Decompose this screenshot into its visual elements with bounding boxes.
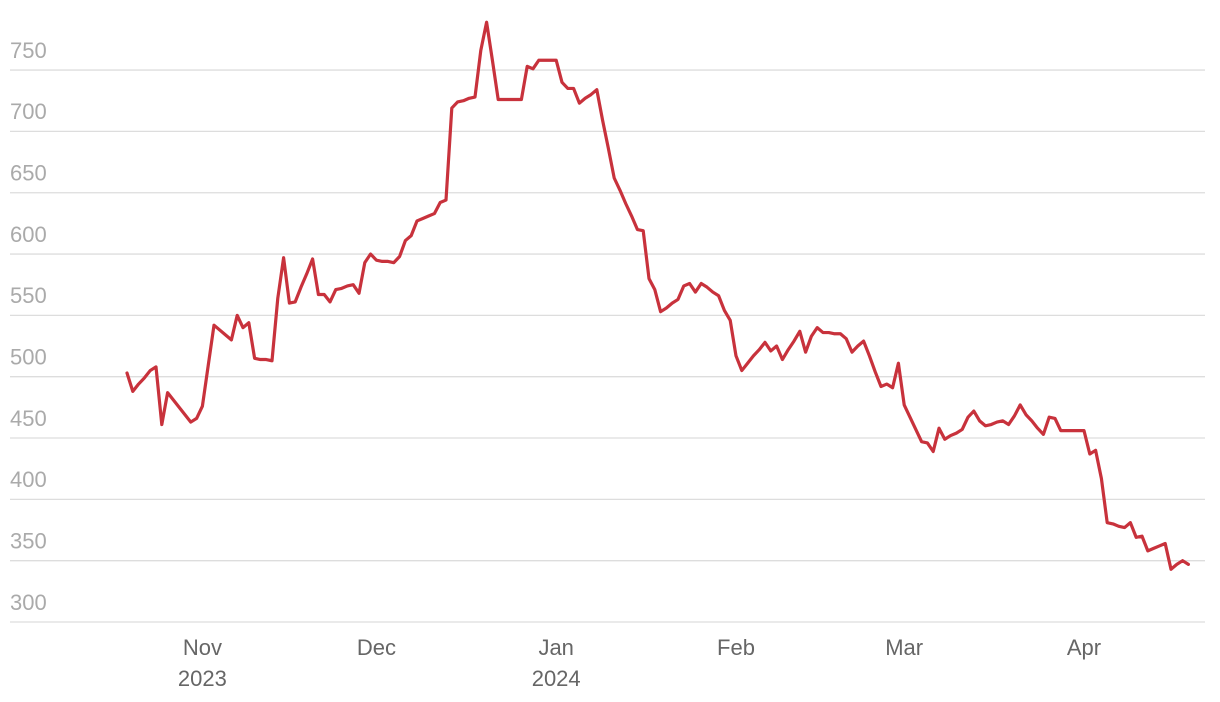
- x-tick-label: Nov 2023: [177, 635, 227, 691]
- x-tick-label: Apr: [1066, 635, 1102, 660]
- y-tick-label: 500: [10, 345, 47, 370]
- x-tick-label: Jan 2024: [531, 635, 581, 691]
- y-tick-label: 400: [10, 467, 47, 492]
- y-tick-label: 600: [10, 222, 47, 247]
- y-tick-label: 450: [10, 406, 47, 431]
- y-tick-label: 550: [10, 283, 47, 308]
- y-tick-label: 300: [10, 590, 47, 615]
- y-tick-label: 650: [10, 161, 47, 186]
- y-tick-label: 350: [10, 528, 47, 553]
- x-tick-label: Mar: [885, 635, 924, 660]
- x-tick-label: Dec: [356, 635, 396, 660]
- x-tick-label: Feb: [717, 635, 755, 660]
- y-tick-label: 700: [10, 99, 47, 124]
- y-tick-label: 750: [10, 38, 47, 63]
- line: [125, 20, 1190, 571]
